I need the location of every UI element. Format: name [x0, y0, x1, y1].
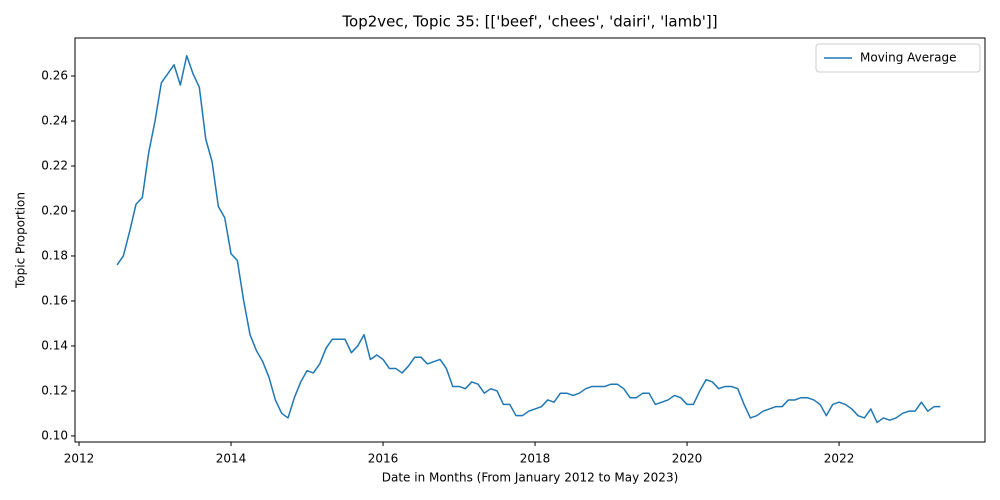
- y-tick-label: 0.18: [41, 248, 68, 262]
- x-tick-label: 2016: [368, 452, 399, 466]
- chart-title: Top2vec, Topic 35: [['beef', 'chees', 'd…: [341, 13, 717, 31]
- x-axis-label: Date in Months (From January 2012 to May…: [382, 471, 679, 485]
- y-tick-label: 0.14: [41, 338, 68, 352]
- y-tick-label: 0.20: [41, 203, 68, 217]
- x-tick-label: 2020: [672, 452, 703, 466]
- x-tick-label: 2022: [824, 452, 855, 466]
- y-tick-label: 0.24: [41, 114, 68, 128]
- x-tick-label: 2018: [520, 452, 551, 466]
- y-tick-label: 0.22: [41, 158, 68, 172]
- data-line: [116, 55, 941, 424]
- y-tick-label: 0.26: [41, 69, 68, 83]
- x-tick-label: 2012: [64, 452, 95, 466]
- y-tick-label: 0.16: [41, 293, 68, 307]
- legend-box: [815, 43, 981, 73]
- x-tick-label: 2014: [216, 452, 247, 466]
- y-tick-label: 0.10: [41, 428, 68, 442]
- y-axis-label: Topic Proportion: [14, 192, 28, 289]
- legend-label: Moving Average: [860, 51, 956, 65]
- y-tick-label: 0.12: [41, 383, 68, 397]
- plot-frame: [74, 37, 986, 443]
